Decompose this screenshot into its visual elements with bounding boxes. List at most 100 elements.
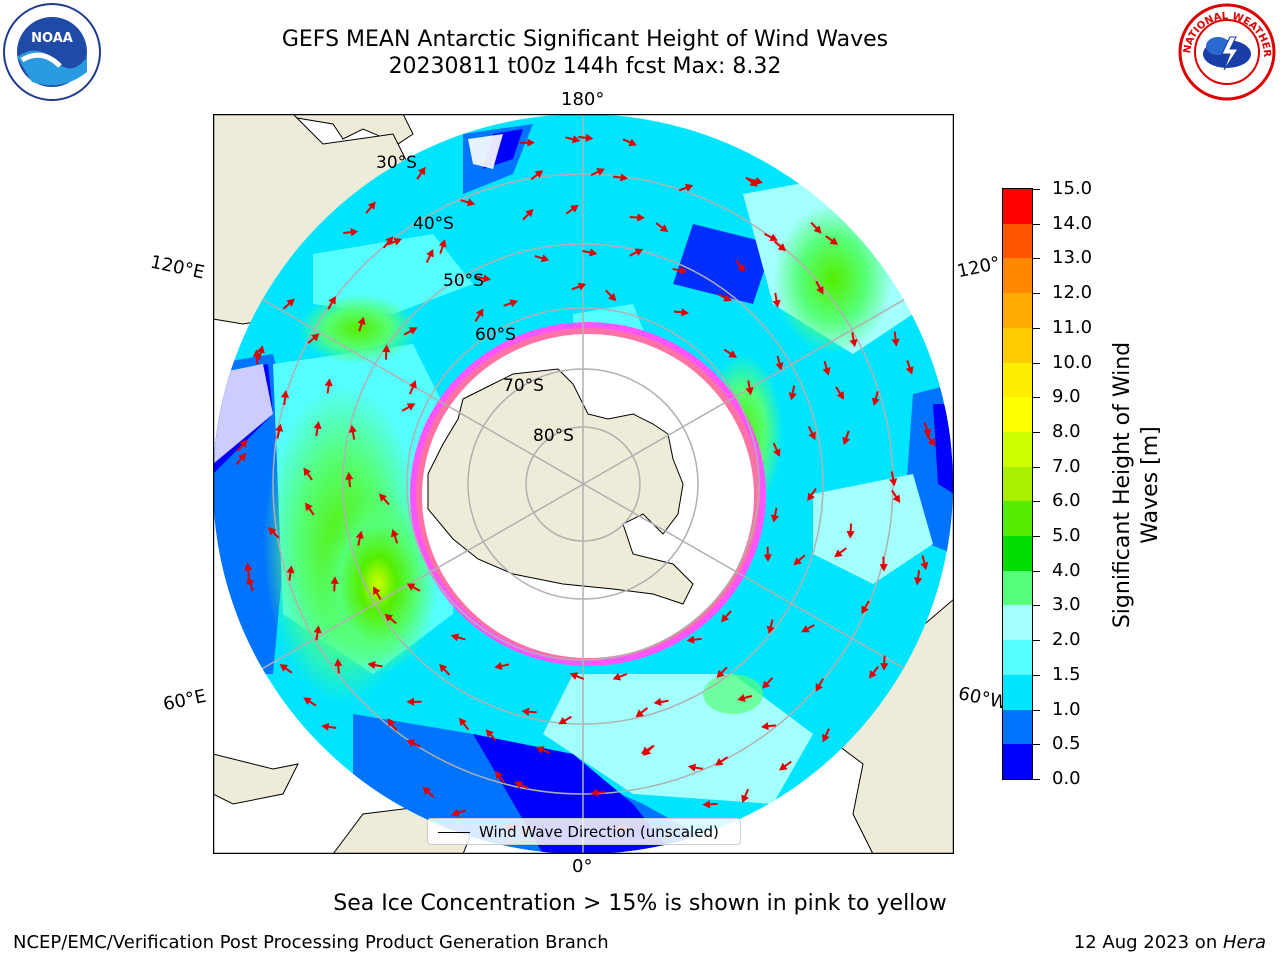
colorbar-tick-label: 13.0 [1052,247,1093,269]
wave-vector-head [702,800,711,809]
wave-vector-head [788,392,797,401]
lat-label-50s: 50°S [443,271,484,291]
colorbar-tick [1032,362,1040,364]
wave-vector-head [779,762,788,771]
wave-vector-head [417,166,426,176]
wave-vector-head [589,248,598,257]
wave-vector-head [807,492,815,501]
wave-vector-head [406,403,416,411]
noaa-logo: NOAA [3,3,101,101]
wave-vector-head [571,135,581,144]
chart-title: GEFS MEAN Antarctic Significant Height o… [281,27,889,52]
colorbar-tick [1032,536,1040,538]
wave-vector-head [715,758,724,766]
wave-vector-head [681,308,689,317]
date-text: 12 Aug 2023 on Hera [1074,932,1266,953]
wave-vector-head [637,213,645,222]
colorbar-tick [1032,223,1040,225]
wave-vector-head [406,697,415,706]
wave-vector-head [509,299,518,308]
wave-vector-head [313,625,322,634]
wave-vector-head [514,781,523,789]
wave-vector-head [642,747,652,756]
wave-vector-head [409,380,417,389]
graticule [213,114,953,854]
wave-vector-head [801,625,810,633]
wave-vector-head [382,344,391,353]
wave-vector-head [569,672,579,680]
wave-vector-head [305,502,313,511]
colorbar-band [1003,535,1032,571]
wave-vector-head [577,282,587,291]
wave-height-field [213,114,953,854]
wave-vector-head [558,716,567,725]
wave-vector-head [345,472,354,480]
wave-vector-head [716,669,725,679]
colorbar-tick [1032,640,1040,642]
wave-vector-head [385,236,394,245]
wave-vector-head [590,788,599,797]
colorbar [1002,188,1033,780]
wave-vector-head [737,693,746,702]
wave-vector-head [244,562,253,571]
wave-vector-head [279,663,289,672]
wave-vector-head [905,366,914,375]
wave-vector-head [927,437,936,447]
wave-vector-head [585,133,594,142]
wave-vector-head [355,530,364,539]
wave-vector-head [367,661,376,670]
colorbar-tick-label: 1.5 [1052,663,1081,685]
colorbar-tick-label: 7.0 [1052,455,1081,477]
wave-vector-head [684,183,694,192]
lon-label-60e: 60°E [161,685,208,716]
wave-vector-head [596,168,605,176]
wave-vector-head [286,298,295,307]
wave-vector-head [754,177,763,185]
colorbar-tick-label: 1.0 [1052,698,1081,720]
colorbar-band [1003,500,1032,537]
colorbar-label-line2: Waves [m] [1138,426,1163,544]
wave-vector-head [653,697,662,706]
wave-vector-head [330,576,339,584]
colorbar-tick [1032,709,1040,711]
colorbar-band [1003,223,1032,259]
wave-vector-head [527,138,535,147]
wave-vector-head [311,333,320,342]
wave-vector-head [920,561,929,571]
date-value: 12 Aug 2023 on [1073,932,1223,953]
colorbar-band [1003,466,1032,502]
colorbar-tick [1032,570,1040,572]
wave-vector-head [628,138,637,147]
wave-vector-head [439,663,448,673]
wave-vector-head [879,563,888,572]
colorbar-band [1003,674,1032,710]
wave-vector-head [450,633,460,642]
wave-vector-head [438,239,447,248]
wave-vector-head [408,327,418,335]
wave-vector-head [849,339,858,348]
colorbar-band [1003,396,1032,432]
wave-vector-head [634,248,644,256]
wave-vector-head [822,367,831,376]
wave-vector-head [880,663,889,671]
colorbar-tick-label: 5.0 [1052,525,1081,547]
lon-label-180: 180° [561,89,605,110]
wave-vector-head [378,493,388,502]
colorbar-tick-label: 2.0 [1052,629,1081,651]
colorbar-band [1003,189,1032,224]
wave-vector-head [540,254,550,263]
colorbar-tick-label: 9.0 [1052,386,1081,408]
wave-vector-head [861,605,869,614]
sea-ice-note: Sea Ice Concentration > 15% is shown in … [333,891,947,916]
wave-vector-head [745,387,754,396]
colorbar-tick-label: 15.0 [1052,178,1093,199]
wave-vector-head [842,436,851,446]
wave-vector-head [246,576,255,585]
wave-vector-head [871,397,880,406]
colorbar-tick-label: 10.0 [1052,351,1093,373]
lat-label-60s: 60°S [475,325,516,345]
wave-vector-head [485,729,494,738]
wave-vector-head [829,237,839,245]
wave-vector-head [256,345,265,354]
wave-vector-head [387,718,396,727]
